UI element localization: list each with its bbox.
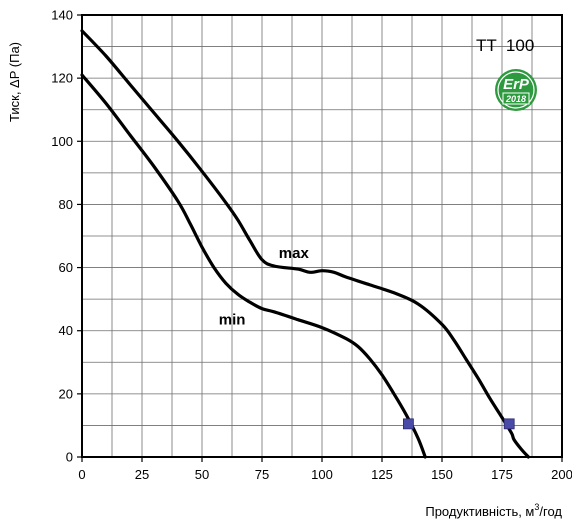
model-label: TT 100 [476,36,534,55]
series-label-min: min [219,311,246,328]
erp-badge-year: 2018 [505,94,526,104]
chart-grid [82,15,562,457]
y-tick-label: 140 [51,8,73,23]
x-tick-label: 175 [491,467,513,482]
erp-badge-text: ErP [503,76,530,93]
series-label-max: max [279,245,310,262]
y-axis-label: Тиск, ΔP (Па) [7,42,22,122]
x-axis-label: Продуктивність, м3/год [425,502,562,519]
y-tick-label: 40 [59,323,73,338]
x-tick-label: 50 [195,467,209,482]
y-tick-label: 80 [59,197,73,212]
y-tick-label: 0 [66,450,73,465]
erp-2018-badge-icon: ErP 2018 [495,69,537,111]
x-tick-label: 25 [135,467,149,482]
y-tick-label: 100 [51,134,73,149]
x-tick-label: 0 [78,467,85,482]
series-line-min [80,73,427,459]
x-tick-label: 75 [255,467,269,482]
y-tick-label: 60 [59,260,73,275]
x-axis-label-main: Продуктивність, м [425,504,534,519]
x-axis-ticks: 0 25 50 75 100 125 150 175 200 [78,457,572,482]
y-tick-label: 120 [51,71,73,86]
y-tick-label: 20 [59,386,73,401]
y-axis-ticks: 0 20 40 60 80 100 120 140 [51,8,82,465]
x-tick-label: 150 [431,467,453,482]
x-tick-label: 125 [371,467,393,482]
plot-frame [81,14,563,458]
x-tick-label: 200 [551,467,572,482]
series-line-max [80,29,530,459]
x-axis-label-sup: 3 [534,502,539,512]
operating-point-marker [402,418,414,430]
x-tick-label: 100 [311,467,333,482]
series-labels: max min [219,245,310,328]
chart-curves [80,29,530,459]
chart-markers [402,418,515,430]
operating-point-marker [503,418,515,430]
x-axis-label-suffix: /год [539,504,562,519]
